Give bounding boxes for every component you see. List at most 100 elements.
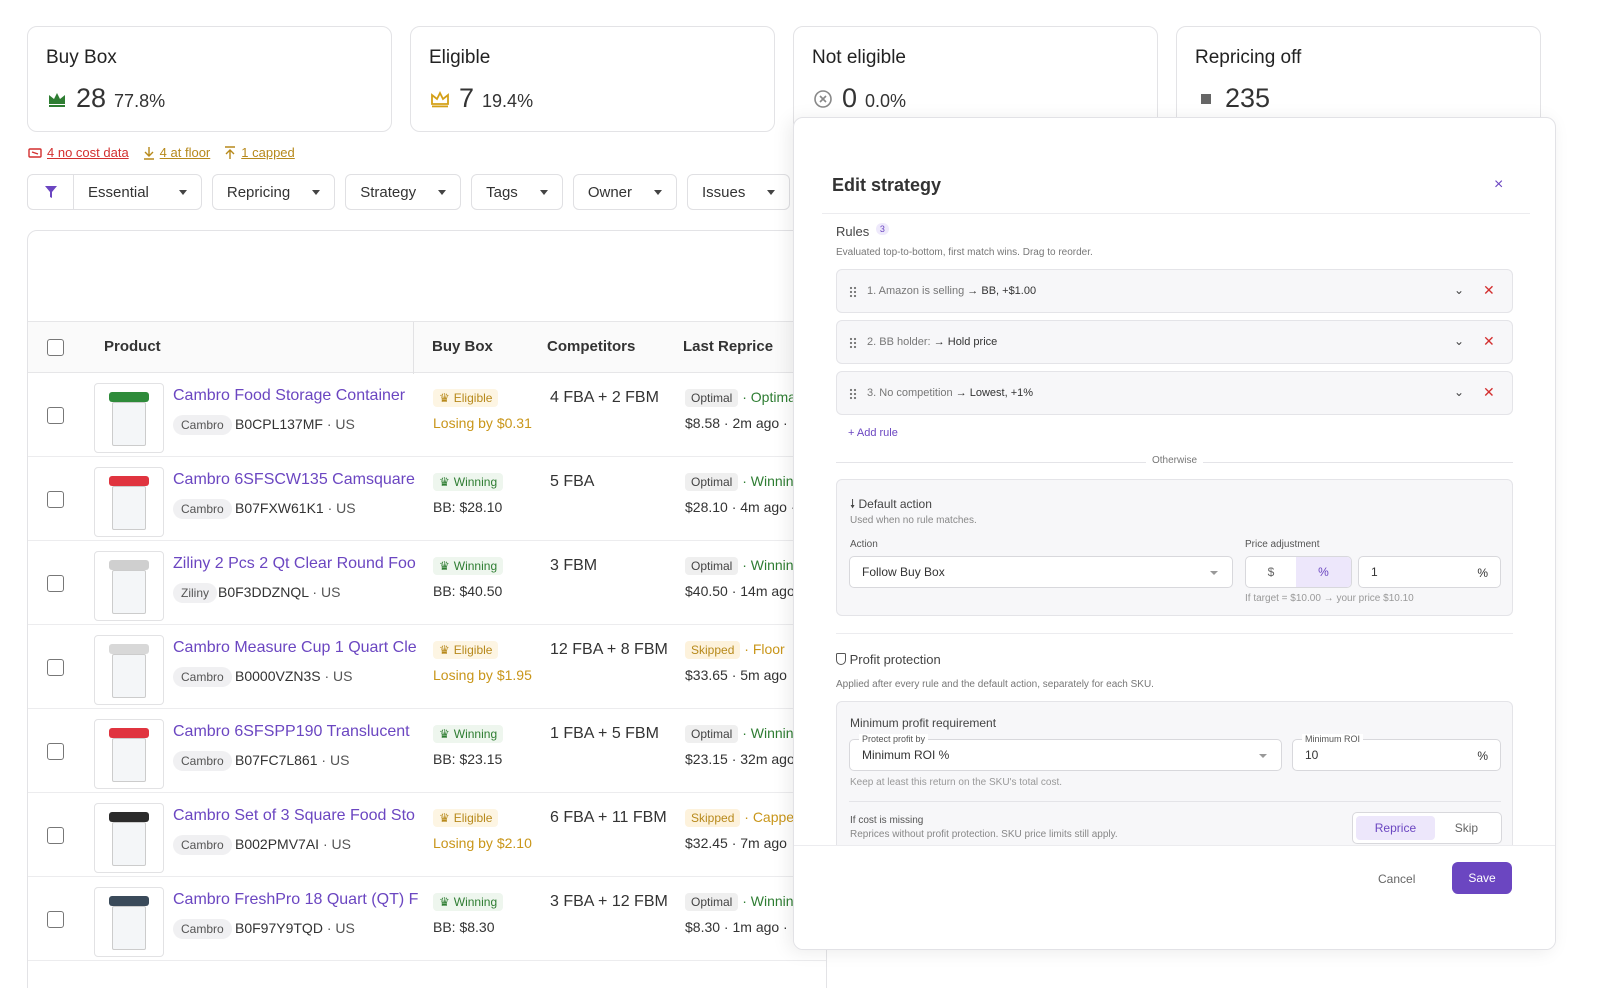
profit-panel: Minimum profit requirement Minimum ROI %… [836,701,1513,851]
row-checkbox[interactable] [47,407,64,424]
product-name-link[interactable]: Cambro 6SFSCW135 Camsquare [173,471,415,488]
rule-item[interactable]: 1. Amazon is selling → BB, +$1.00 ⌄ ✕ [836,269,1513,313]
divider [849,801,1501,802]
table-row[interactable]: Cambro Measure Cup 1 Quart Cle Cambro B000… [28,625,826,709]
product-table: Product Buy Box Competitors Last Reprice… [27,230,827,988]
product-name-link[interactable]: Cambro FreshPro 18 Quart (QT) F [173,891,418,908]
drag-handle-icon[interactable] [849,388,857,400]
minimum-roi-input[interactable]: 10% [1292,739,1501,771]
rule-number: 1. [867,285,877,297]
chevron-down-icon [178,189,187,195]
rule-item[interactable]: 2. BB holder: → Hold price ⌄ ✕ [836,320,1513,364]
filter-label: Strategy [360,183,417,201]
card-not-eligible[interactable]: Not eligible 0 0.0% [793,26,1158,132]
save-button[interactable]: Save [1452,862,1512,894]
header-last-reprice[interactable]: Last Reprice [683,338,774,355]
chevron-down-icon[interactable]: ⌄ [1454,283,1465,297]
header-product[interactable]: Product [104,338,161,355]
price-adjustment-label: Price adjustment [1245,539,1320,550]
drag-handle-icon[interactable] [849,286,857,298]
product-thumbnail[interactable] [94,887,164,957]
rule-item[interactable]: 3. No competition → Lowest, +1% ⌄ ✕ [836,371,1513,415]
percent-option[interactable]: % [1296,557,1351,587]
row-checkbox[interactable] [47,827,64,844]
product-thumbnail[interactable] [94,551,164,621]
adjustment-value-input[interactable]: 1% [1358,556,1501,588]
delete-rule-icon[interactable]: ✕ [1483,282,1495,298]
marketplace: · US [326,416,355,432]
alert-capped-link[interactable]: 1 capped [224,145,295,160]
drag-handle-icon[interactable] [849,337,857,349]
table-row[interactable]: Cambro Food Storage Container Cambro B0CPL… [28,373,826,457]
delete-rule-icon[interactable]: ✕ [1483,384,1495,400]
rule-condition: Amazon is selling [878,285,965,297]
action-select[interactable]: Follow Buy Box [849,556,1233,588]
chevron-down-icon[interactable]: ⌄ [1454,334,1465,348]
row-checkbox[interactable] [47,743,64,760]
table-row[interactable]: Cambro 6SFSPP190 Translucent Cambro B07FC7… [28,709,826,793]
table-row[interactable]: Cambro Set of 3 Square Food Sto Cambro B00… [28,793,826,877]
profit-protection-heading: Profit protection [836,652,941,667]
product-name-link[interactable]: Cambro 6SFSPP190 Translucent [173,723,410,740]
delete-rule-icon[interactable]: ✕ [1483,333,1495,349]
table-row[interactable]: Cambro 6SFSCW135 Camsquare Cambro B07FXW61… [28,457,826,541]
marketplace: · US [326,920,355,936]
cost-missing-title: If cost is missing [850,815,924,826]
owner-filter[interactable]: Owner [572,174,677,210]
table-row[interactable]: Ziliny 2 Pcs 2 Qt Clear Round Foo Ziliny B… [28,541,826,625]
buy-box-detail: BB: $28.10 [433,499,503,515]
chevron-down-icon[interactable]: ⌄ [1454,385,1465,399]
product-thumbnail[interactable] [94,383,164,453]
minimum-roi-unit: % [1477,749,1488,763]
product-name-link[interactable]: Ziliny 2 Pcs 2 Qt Clear Round Foo [173,555,416,572]
product-name-link[interactable]: Cambro Food Storage Container [173,387,406,404]
rule-condition: BB holder: [879,336,931,348]
essential-filter[interactable]: Essential [27,174,202,210]
header-buy-box[interactable]: Buy Box [432,338,493,355]
row-checkbox[interactable] [47,911,64,928]
crown-icon [431,90,449,107]
add-rule-button[interactable]: + Add rule [848,427,898,439]
repricing-filter[interactable]: Repricing [211,174,336,210]
skip-option[interactable]: Skip [1454,821,1479,835]
buy-box-detail: BB: $23.15 [433,751,503,767]
reprice-option[interactable]: Reprice [1356,816,1435,840]
issues-filter[interactable]: Issues [687,174,791,210]
asin: B07FXW61K1 [235,500,324,516]
product-thumbnail[interactable] [94,803,164,873]
select-all-checkbox[interactable] [47,339,64,356]
dollar-option[interactable]: $ [1267,565,1275,579]
product-thumbnail[interactable] [94,467,164,537]
alert-at-floor-link[interactable]: 4 at floor [143,145,210,160]
alert-no-cost-link[interactable]: 4 no cost data [28,145,129,160]
product-thumbnail[interactable] [94,635,164,705]
card-title: Buy Box [46,47,117,68]
reprice-note: · Winnin [742,473,794,489]
product-name-link[interactable]: Cambro Measure Cup 1 Quart Cle [173,639,417,656]
buy-box-status: ♛ Eligible [433,809,499,827]
card-title: Eligible [429,47,491,68]
card-eligible[interactable]: Eligible 7 19.4% [410,26,775,132]
asin: B002PMV7AI [235,836,320,852]
last-reprice-detail: $33.65 · 5m ago [685,667,787,683]
close-icon[interactable]: × [1494,176,1504,193]
row-checkbox[interactable] [47,575,64,592]
product-name-link[interactable]: Cambro Set of 3 Square Food Sto [173,807,415,824]
cost-missing-help: Reprices without profit protection. SKU … [850,829,1118,840]
action-label: Action [850,539,878,550]
cancel-button[interactable]: Cancel [1378,872,1416,886]
cost-missing-toggle[interactable]: Reprice Skip [1352,812,1502,844]
header-competitors[interactable]: Competitors [547,338,636,355]
table-row[interactable]: Cambro FreshPro 18 Quart (QT) F Cambro B0F… [28,877,826,961]
keep-hint: Keep at least this return on the SKU's t… [850,777,1063,788]
row-checkbox[interactable] [47,491,64,508]
arrow-right-icon: → [955,387,967,399]
protect-profit-select[interactable]: Minimum ROI % [849,739,1282,771]
row-checkbox[interactable] [47,659,64,676]
adjustment-unit-toggle[interactable]: $ % [1245,556,1352,588]
card-buy-box[interactable]: Buy Box 28 77.8% [27,26,392,132]
tags-filter[interactable]: Tags [471,174,563,210]
strategy-filter[interactable]: Strategy [345,174,462,210]
product-thumbnail[interactable] [94,719,164,789]
rules-count-badge: 3 [875,223,889,235]
